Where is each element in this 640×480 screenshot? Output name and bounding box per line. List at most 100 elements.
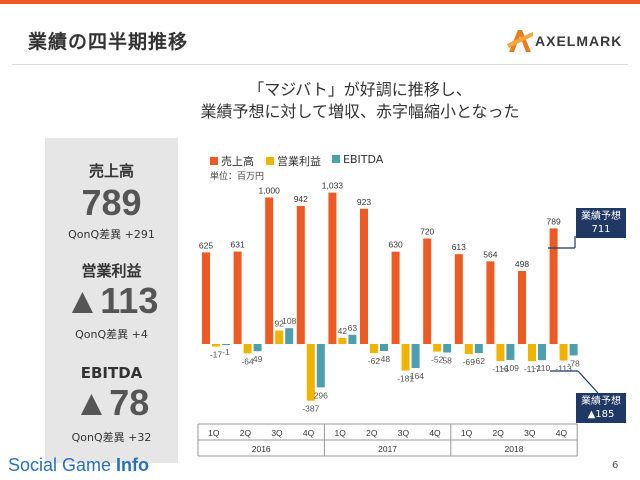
- data-label-s2-q7: 58: [442, 355, 452, 365]
- company-logo: AXELMARK: [505, 24, 625, 56]
- legend-item-ebitda: EBITDA: [332, 153, 383, 166]
- header-divider: [12, 64, 628, 65]
- data-label-s1-q0: -17: [210, 349, 223, 359]
- x-tick-label-9: 2Q: [493, 428, 505, 438]
- legend-item-sales: 売上高: [210, 153, 254, 169]
- page-number: 6: [612, 460, 619, 471]
- bar-s0-q3: [296, 205, 305, 344]
- bar-s0-q0: [202, 252, 210, 344]
- x-tick-label-10: 3Q: [524, 428, 536, 438]
- bar-s2-q0: [222, 344, 230, 345]
- data-label-s1-q5: -62: [368, 356, 381, 366]
- data-label-s2-q11: -78: [567, 358, 580, 368]
- watermark: Social Game Info: [8, 455, 149, 476]
- data-label-s0-q10: 498: [515, 259, 529, 269]
- bar-s2-q9: [506, 344, 515, 360]
- bar-s0-q5: [360, 208, 368, 344]
- legend-label-ebitda: EBITDA: [343, 153, 384, 166]
- legend-item-op: 営業利益: [266, 153, 321, 169]
- year-label-1: 2017: [378, 444, 397, 454]
- data-label-s0-q11: 789: [547, 216, 561, 226]
- page-title: 業績の四半期推移: [28, 31, 189, 53]
- bar-s1-q0: [212, 344, 220, 347]
- data-label-s2-q8: -62: [473, 356, 486, 366]
- data-label-s0-q8: 613: [452, 242, 466, 252]
- bar-s1-q9: [496, 344, 505, 361]
- data-label-s1-q8: -69: [463, 357, 476, 367]
- op-forecast-callout: 業績予想 ▲185: [576, 393, 626, 423]
- data-label-s2-q0: -1: [222, 347, 230, 357]
- legend-swatch-sales: [210, 157, 218, 165]
- x-tick-label-2: 3Q: [271, 428, 283, 438]
- bar-s0-q6: [391, 251, 400, 344]
- legend-label-op: 営業利益: [277, 155, 321, 168]
- op-forecast-value: ▲185: [587, 409, 615, 420]
- data-label-s0-q6: 630: [389, 240, 403, 250]
- axelmark-logo-icon: [507, 30, 533, 52]
- bar-s1-q5: [370, 344, 378, 354]
- bar-s0-q4: [328, 192, 337, 344]
- data-label-s1-q1: -64: [241, 356, 254, 366]
- bar-s1-q10: [528, 344, 536, 362]
- x-tick-label-5: 2Q: [366, 428, 378, 438]
- data-label-s2-q4: 63: [348, 323, 358, 333]
- data-label-s0-q9: 564: [483, 249, 497, 259]
- data-label-s2-q1: 49: [253, 354, 263, 364]
- logo-text: AXELMARK: [535, 33, 623, 49]
- bar-s0-q9: [486, 261, 495, 344]
- bar-s2-q2: [285, 328, 294, 344]
- bar-s1-q8: [464, 344, 473, 355]
- kpi-sales-label: 売上高: [88, 162, 134, 180]
- headline-line-2: 業績予想に対して増収、赤字幅縮小となった: [200, 102, 520, 121]
- data-label-s1-q10: -117: [524, 364, 541, 374]
- kpi-sales-diff: QonQ差異 +291: [68, 228, 155, 241]
- bar-s2-q7: [443, 344, 452, 353]
- legend-label-sales: 売上高: [221, 155, 254, 168]
- x-tick-label-3: 4Q: [303, 428, 315, 438]
- bar-s0-q7: [423, 238, 432, 344]
- bar-s1-q6: [401, 344, 410, 371]
- data-label-s2-q10: -110: [534, 363, 551, 373]
- chart-unit-label: 単位：百万円: [210, 172, 265, 182]
- data-label-s2-q6: -164: [407, 371, 424, 381]
- kpi-panel: 売上高 789 QonQ差異 +291 営業利益 ▲113 QonQ差異 +4 …: [45, 138, 178, 463]
- data-label-s1-q2: 92: [274, 319, 284, 329]
- bar-s2-q11: [569, 344, 578, 356]
- bar-s1-q3: [306, 344, 315, 401]
- legend-swatch-ebitda: [332, 155, 340, 163]
- x-tick-label-0: 1Q: [208, 428, 220, 438]
- x-tick-label-1: 2Q: [240, 428, 252, 438]
- bar-s2-q1: [253, 344, 262, 352]
- data-label-s0-q0: 625: [199, 240, 213, 250]
- data-label-s2-q5: -48: [378, 354, 391, 364]
- sales-forecast-label: 業績予想: [581, 211, 621, 222]
- x-tick-label-11: 4Q: [556, 428, 568, 438]
- data-label-s1-q4: 42: [338, 326, 348, 336]
- kpi-op-label: 営業利益: [81, 262, 142, 280]
- op-forecast-connector: [577, 370, 599, 394]
- bar-s1-q11: [559, 344, 568, 361]
- op-forecast-label: 業績予想: [581, 396, 621, 407]
- x-tick-label-4: 1Q: [335, 428, 347, 438]
- bar-s2-q4: [348, 334, 357, 344]
- data-label-s1-q6: -181: [397, 374, 414, 384]
- x-tick-label-7: 4Q: [429, 428, 441, 438]
- kpi-ebitda-diff: QonQ差異 +32: [71, 431, 152, 444]
- data-label-s0-q1: 631: [231, 240, 245, 250]
- kpi-op-value: ▲113: [64, 280, 159, 321]
- bar-s2-q8: [474, 344, 483, 354]
- top-accent-bar: [0, 0, 640, 4]
- data-label-s2-q2: 108: [282, 316, 296, 326]
- bar-s0-q11: [549, 228, 558, 344]
- year-label-2: 2018: [505, 444, 524, 454]
- bar-s1-q2: [275, 330, 284, 344]
- kpi-op-diff: QonQ差異 +4: [75, 328, 148, 341]
- bar-s0-q8: [454, 254, 463, 344]
- data-label-s1-q7: -52: [431, 355, 444, 365]
- data-label-s1-q11: -113: [555, 364, 572, 374]
- legend-swatch-op: [266, 157, 274, 165]
- data-label-s0-q4: 1,033: [322, 181, 344, 191]
- headline-line-1: 「マジバト」が好調に推移し、: [248, 80, 472, 99]
- bar-s0-q10: [518, 271, 526, 344]
